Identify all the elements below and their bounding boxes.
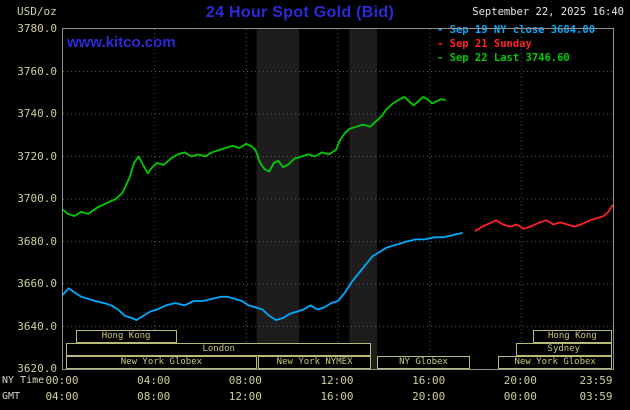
market-session-london: London — [66, 343, 372, 356]
x-axis-tick-label: 20:00 — [412, 390, 446, 403]
ny-time-label: NY Time — [2, 375, 45, 386]
x-axis-ny-time: NY Time 00:00 04:00 08:00 12:00 16:00 20:00 23… — [0, 374, 630, 387]
kitco-link[interactable]: www.kitco.com — [67, 34, 176, 51]
y-axis-tick-label: 3780.0 — [17, 22, 57, 35]
x-axis-tick-label: 03:59 — [579, 390, 613, 403]
page-title: 24 Hour Spot Gold (Bid) — [205, 4, 395, 21]
legend-item: - Sep 22 Last 3746.60 — [437, 52, 570, 64]
x-axis-tick-label: 08:00 — [137, 390, 171, 403]
price-line-sep-19-ny-close-3684-00 — [63, 232, 463, 322]
x-axis-tick-label: 16:00 — [320, 390, 354, 403]
market-session-hong-kong: Hong Kong — [532, 330, 612, 343]
y-axis-tick-label: 3760.0 — [17, 64, 57, 78]
gmt-label: GMT — [2, 391, 21, 402]
market-session-new-york-nymex: New York NYMEX — [257, 356, 372, 369]
x-axis-tick-label: 16:00 — [412, 374, 446, 387]
price-line-sep-21-sunday — [474, 204, 613, 232]
x-axis-tick-label: 00:00 — [503, 390, 537, 403]
market-sessions: Hong Kong Hong Kong London Sydney New York G… — [63, 29, 613, 369]
x-axis-gmt: GMT 04:00 08:00 12:00 16:00 20:00 00:00 03:59 — [0, 390, 630, 403]
price-line-sep-22-last-3746-60 — [63, 96, 446, 217]
legend-item: - Sep 21 Sunday — [437, 38, 532, 50]
x-axis-tick-label: 12:00 — [228, 390, 262, 403]
y-axis-tick-label: 3700.0 — [17, 192, 57, 205]
x-axis-tick-label: 00:00 — [45, 374, 79, 387]
x-axis-tick-label: 20:00 — [503, 374, 537, 387]
x-axis-tick-label: 23:59 — [579, 374, 613, 387]
y-axis-tick-label: 3740.0 — [17, 107, 57, 120]
y-axis-units-label: USD/oz — [17, 5, 57, 18]
market-session-hong-kong: Hong Kong — [75, 330, 177, 343]
market-session-new-york-globex: New York Globex — [498, 356, 612, 369]
chart-canvas — [63, 29, 613, 369]
market-session-ny-globex: NY Globex — [377, 356, 470, 369]
y-axis-tick-label: 3680.0 — [17, 234, 57, 248]
plot-area: Hong Kong Hong Kong London Sydney New York G… — [62, 28, 614, 370]
market-session-new-york-globex: New York Globex — [66, 356, 257, 369]
y-axis-tick-label: 3620.0 — [17, 362, 57, 375]
y-axis-tick-label: 3640.0 — [17, 319, 57, 333]
datetime-label: September 22, 2025 16:40 — [472, 6, 624, 18]
x-axis-tick-label: 12:00 — [320, 374, 354, 387]
market-session-sydney: Sydney — [515, 343, 612, 356]
x-axis-tick-label: 04:00 — [137, 374, 171, 387]
x-axis-tick-label: 04:00 — [45, 390, 79, 403]
y-axis-tick-label: 3720.0 — [17, 149, 57, 163]
legend: - Sep 19 NY close 3684.00 - Sep 21 Sunday… — [437, 23, 595, 65]
x-axis-tick-label: 08:00 — [228, 374, 262, 387]
legend-item: - Sep 19 NY close 3684.00 — [437, 24, 596, 36]
y-axis-tick-label: 3660.0 — [17, 277, 57, 290]
